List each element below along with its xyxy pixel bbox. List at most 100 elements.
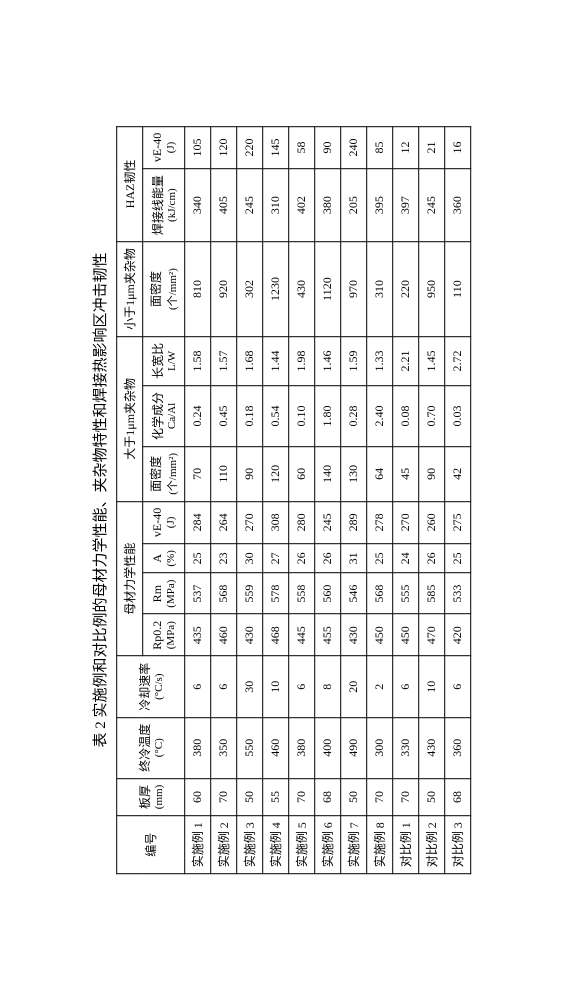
cell-ve: 260 [419, 501, 445, 543]
cell-ve: 245 [315, 501, 341, 543]
cell-we: 397 [393, 169, 419, 242]
table-body: 实施例 160380643553725284700.241.5881034010… [185, 126, 471, 873]
data-table: 编号 板厚(mm) 终冷温度(°C) 冷却速率(°C/s) 母材力学性能 大于1… [117, 126, 472, 874]
header-a: A(%) [143, 544, 185, 574]
cell-ft: 300 [367, 717, 393, 778]
cell-lw: 1.44 [263, 336, 289, 385]
cell-rm: 533 [445, 573, 471, 614]
cell-id: 实施例 2 [211, 816, 237, 874]
header-density1: 面密度(个/mm²) [143, 446, 185, 501]
cell-ft: 380 [185, 717, 211, 778]
cell-lw: 1.57 [211, 336, 237, 385]
cell-rm: 546 [341, 573, 367, 614]
cell-cr: 6 [393, 656, 419, 717]
cell-haz: 16 [445, 126, 471, 168]
cell-rm: 558 [289, 573, 315, 614]
table-row: 实施例 570380644555826280600.101.9843040258 [289, 126, 315, 873]
cell-rp: 460 [211, 614, 237, 656]
cell-ft: 400 [315, 717, 341, 778]
cell-a: 26 [289, 544, 315, 574]
cell-ca: 0.10 [289, 385, 315, 446]
cell-ca: 0.70 [419, 385, 445, 446]
cell-thk: 70 [289, 778, 315, 815]
header-rm: Rm(MPa) [143, 573, 185, 614]
cell-ca: 0.54 [263, 385, 289, 446]
cell-a: 25 [367, 544, 393, 574]
cell-rm: 568 [367, 573, 393, 614]
header-density2: 面密度(个/mm²) [143, 242, 185, 337]
cell-lw: 1.98 [289, 336, 315, 385]
cell-we: 245 [419, 169, 445, 242]
cell-d2: 110 [445, 242, 471, 337]
cell-cr: 6 [185, 656, 211, 717]
cell-haz: 58 [289, 126, 315, 168]
table-row: 对比例 368360642053325275420.032.7211036016 [445, 126, 471, 873]
cell-rp: 435 [185, 614, 211, 656]
cell-haz: 240 [341, 126, 367, 168]
cell-ft: 550 [237, 717, 263, 778]
cell-ft: 350 [211, 717, 237, 778]
cell-ca: 0.03 [445, 385, 471, 446]
cell-rm: 568 [211, 573, 237, 614]
header-ve: vE-40(J) [143, 501, 185, 543]
cell-we: 402 [289, 169, 315, 242]
table-row: 实施例 2703506460568232641100.451.579204051… [211, 126, 237, 873]
header-ca-al: 化学成分Ca/Al [143, 385, 185, 446]
cell-d2: 810 [185, 242, 211, 337]
cell-thk: 50 [341, 778, 367, 815]
cell-ve: 270 [393, 501, 419, 543]
cell-id: 实施例 5 [289, 816, 315, 874]
header-thickness: 板厚(mm) [117, 778, 185, 815]
cell-lw: 1.59 [341, 336, 367, 385]
header-haz-group: HAZ韧性 [117, 126, 143, 241]
cell-haz: 145 [263, 126, 289, 168]
cell-id: 实施例 8 [367, 816, 393, 874]
cell-ca: 0.08 [393, 385, 419, 446]
table-row: 实施例 3505503043055930270900.181.683022452… [237, 126, 263, 873]
cell-thk: 60 [185, 778, 211, 815]
cell-a: 31 [341, 544, 367, 574]
cell-cr: 30 [237, 656, 263, 717]
header-id: 编号 [117, 816, 185, 874]
cell-d2: 920 [211, 242, 237, 337]
cell-ve: 270 [237, 501, 263, 543]
table-row: 实施例 870300245056825278642.401.3331039585 [367, 126, 393, 873]
cell-ft: 330 [393, 717, 419, 778]
cell-thk: 70 [211, 778, 237, 815]
cell-ve: 284 [185, 501, 211, 543]
cell-d1: 70 [185, 446, 211, 501]
cell-d2: 302 [237, 242, 263, 337]
cell-rp: 470 [419, 614, 445, 656]
cell-haz: 120 [211, 126, 237, 168]
cell-d2: 430 [289, 242, 315, 337]
table-row: 实施例 160380643553725284700.241.5881034010… [185, 126, 211, 873]
header-haz-ve: vE-40(J) [143, 126, 185, 168]
cell-d1: 120 [263, 446, 289, 501]
cell-ca: 0.24 [185, 385, 211, 446]
cell-we: 340 [185, 169, 211, 242]
cell-d1: 42 [445, 446, 471, 501]
cell-d1: 90 [419, 446, 445, 501]
cell-a: 30 [237, 544, 263, 574]
cell-lw: 1.45 [419, 336, 445, 385]
header-lw: 长宽比L/W [143, 336, 185, 385]
cell-id: 实施例 6 [315, 816, 341, 874]
cell-lw: 1.33 [367, 336, 393, 385]
table-row: 实施例 45546010468578273081200.541.44123031… [263, 126, 289, 873]
cell-cr: 6 [445, 656, 471, 717]
cell-rm: 559 [237, 573, 263, 614]
cell-thk: 55 [263, 778, 289, 815]
table-row: 实施例 6684008455560262451401.801.461120380… [315, 126, 341, 873]
table-header: 编号 板厚(mm) 终冷温度(°C) 冷却速率(°C/s) 母材力学性能 大于1… [117, 126, 185, 873]
header-inclusion-small: 小于1μm夹杂物 [117, 242, 143, 337]
cell-ca: 0.18 [237, 385, 263, 446]
cell-cr: 20 [341, 656, 367, 717]
cell-rm: 585 [419, 573, 445, 614]
table-row: 实施例 75049020430546312891300.281.59970205… [341, 126, 367, 873]
cell-d1: 140 [315, 446, 341, 501]
cell-a: 26 [419, 544, 445, 574]
cell-rm: 555 [393, 573, 419, 614]
cell-cr: 10 [263, 656, 289, 717]
cell-lw: 1.68 [237, 336, 263, 385]
cell-lw: 1.46 [315, 336, 341, 385]
